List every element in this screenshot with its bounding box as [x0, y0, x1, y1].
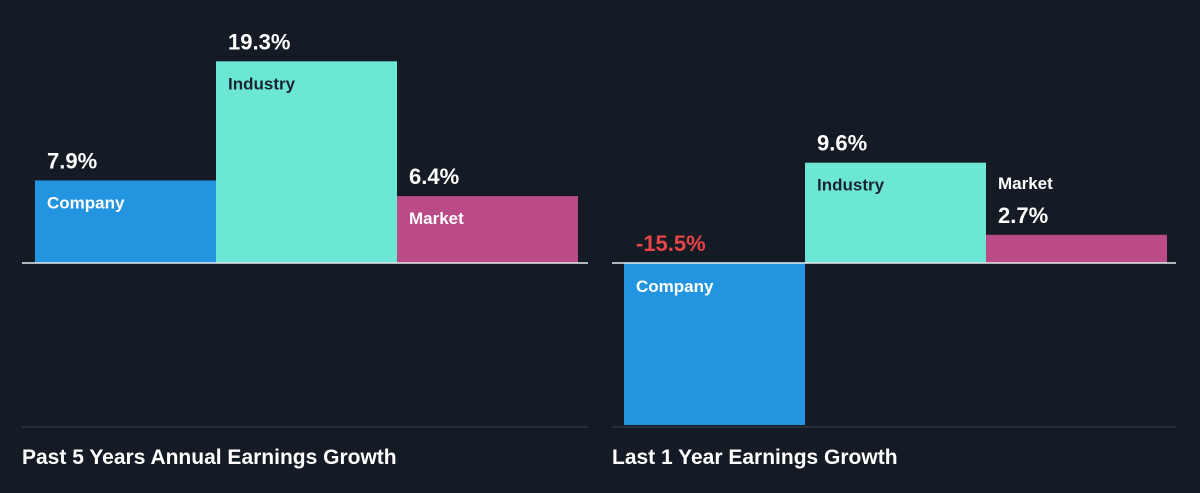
bar-5y-industry	[216, 61, 397, 263]
category-label-1y-industry: Industry	[817, 176, 885, 195]
chart-title-1y: Last 1 Year Earnings Growth	[612, 446, 898, 469]
bar-5y-market	[397, 196, 578, 263]
value-label-1y-industry: 9.6%	[817, 131, 867, 156]
category-label-5y-market: Market	[409, 209, 464, 228]
category-label-5y-industry: Industry	[228, 74, 296, 93]
category-label-1y-company: Company	[636, 277, 714, 296]
value-label-5y-market: 6.4%	[409, 164, 459, 189]
value-label-1y-market: 2.7%	[998, 203, 1048, 228]
value-label-1y-company: -15.5%	[636, 231, 706, 256]
chart-title-5y: Past 5 Years Annual Earnings Growth	[22, 446, 397, 469]
bar-1y-market	[986, 234, 1167, 263]
value-label-5y-company: 7.9%	[47, 148, 97, 173]
category-label-5y-company: Company	[47, 193, 125, 212]
category-label-1y-market: Market	[998, 174, 1053, 193]
value-label-5y-industry: 19.3%	[228, 29, 290, 54]
bar-5y-company	[35, 180, 216, 263]
bar-1y-company	[624, 263, 805, 425]
bar-1y-industry	[805, 162, 986, 263]
